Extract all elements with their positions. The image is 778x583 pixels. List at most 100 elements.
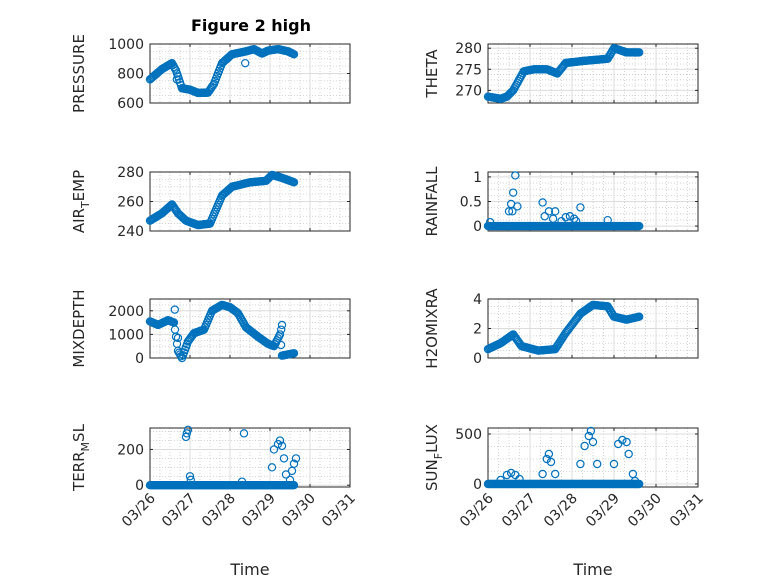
x-tick-label: 03/29 <box>239 491 279 531</box>
data-point <box>509 188 518 197</box>
subplot-2: 240 260 280 AIRTEMP <box>70 165 351 240</box>
x-tick-label: 03/27 <box>159 491 199 531</box>
y-tick-label: 0 <box>473 477 482 493</box>
x-tick-label: 03/31 <box>667 491 707 531</box>
data-point <box>504 207 514 216</box>
y-tick-label: 260 <box>117 195 144 211</box>
y-tick-label: 200 <box>117 442 144 458</box>
y-tick-label: 275 <box>455 62 482 78</box>
data-point <box>240 58 250 68</box>
data-point <box>173 333 183 343</box>
y-axis-label: MIXDEPTH <box>70 289 88 367</box>
data-point <box>508 207 517 216</box>
y-tick-label: 4 <box>473 292 482 308</box>
data-point <box>544 207 554 216</box>
y-axis-label: AIRTEMP <box>70 170 92 233</box>
data-point <box>630 476 640 486</box>
data-point <box>506 468 516 478</box>
x-tick-label: 03/31 <box>319 491 359 531</box>
x-axis-label: Time <box>229 560 269 579</box>
data-point <box>496 475 505 485</box>
figure-title: Figure 2 high <box>191 16 311 35</box>
x-tick-label: 03/26 <box>119 490 159 530</box>
data-point <box>276 340 286 350</box>
y-tick-label: 1000 <box>108 37 144 53</box>
x-tick-label: 03/30 <box>625 491 665 531</box>
data-point <box>279 454 289 463</box>
y-axis-label: SUNFLUX <box>423 424 445 491</box>
data-point <box>291 454 301 463</box>
y-tick-label: 0 <box>135 478 144 494</box>
data-point <box>239 429 249 438</box>
subplot-5: 0 2 4 H2OMIXRA <box>423 288 699 369</box>
data-point <box>277 441 287 451</box>
data-point <box>593 459 602 469</box>
data-point <box>511 171 520 180</box>
data-point <box>275 436 285 445</box>
data-point <box>538 198 547 207</box>
data-point <box>551 469 560 479</box>
data-point <box>548 214 558 223</box>
data-point <box>609 459 619 469</box>
data-point <box>289 481 299 490</box>
x-tick-label: 03/26 <box>457 490 497 530</box>
data-point <box>635 48 644 57</box>
y-axis-label: THETA <box>423 49 441 99</box>
y-tick-label: 0 <box>135 351 144 367</box>
data-point <box>538 469 547 479</box>
subplot-6: 0 200 TERRMSL 03/26 03/27 03/28 03/29 03/30 03/3… <box>70 423 359 579</box>
data-point <box>603 215 612 225</box>
data-point <box>275 330 285 339</box>
data-point <box>289 50 299 59</box>
data-point <box>544 449 554 459</box>
x-axis-label: Time <box>572 560 612 579</box>
data-point <box>289 349 299 358</box>
data-point <box>586 426 596 436</box>
data-point <box>267 463 277 472</box>
data-point <box>635 221 644 231</box>
subplot-7: 0 500 SUNFLUX 03/26 03/27 03/28 03/29 03/30 03/3… <box>423 424 707 579</box>
data-point <box>569 214 579 223</box>
y-tick-label: 800 <box>117 67 144 83</box>
y-tick-label: 240 <box>117 224 144 240</box>
data-point <box>182 429 191 438</box>
subplot-3: 0 0.5 1 RAINFALL <box>423 166 699 237</box>
data-point <box>277 325 286 334</box>
x-tick-label: 03/28 <box>541 491 581 531</box>
y-tick-label: 2 <box>473 322 482 338</box>
y-axis-label: TERRMSL <box>70 423 92 492</box>
data-point <box>618 435 627 445</box>
y-tick-label: 1000 <box>108 327 144 343</box>
data-point <box>576 203 585 212</box>
y-tick-label: 280 <box>117 165 144 181</box>
data-point <box>515 474 524 484</box>
data-point <box>561 213 570 222</box>
data-point <box>624 449 633 459</box>
data-point <box>277 320 287 330</box>
y-axis-label: RAINFALL <box>423 166 441 237</box>
y-tick-label: 2000 <box>108 304 144 320</box>
data-point <box>540 212 549 221</box>
data-point <box>186 475 195 485</box>
data-point <box>565 212 575 221</box>
subplot-1: 270 275 280 THETA <box>423 41 699 104</box>
x-tick-label: 03/30 <box>279 491 319 531</box>
data-point <box>588 437 598 447</box>
data-point <box>183 425 193 434</box>
data-point <box>269 445 279 454</box>
data-point <box>289 459 299 468</box>
data-point <box>165 202 175 211</box>
data-point <box>285 475 295 485</box>
y-axis-label: PRESSURE <box>70 34 88 113</box>
data-point <box>622 437 631 447</box>
data-point <box>281 470 291 479</box>
y-tick-label: 280 <box>455 41 482 57</box>
x-tick-label: 03/27 <box>499 491 539 531</box>
y-axis-label: H2OMIXRA <box>423 288 441 369</box>
data-point <box>572 216 581 226</box>
data-point <box>185 472 195 481</box>
axes-frame <box>149 298 351 359</box>
data-point <box>208 81 218 90</box>
